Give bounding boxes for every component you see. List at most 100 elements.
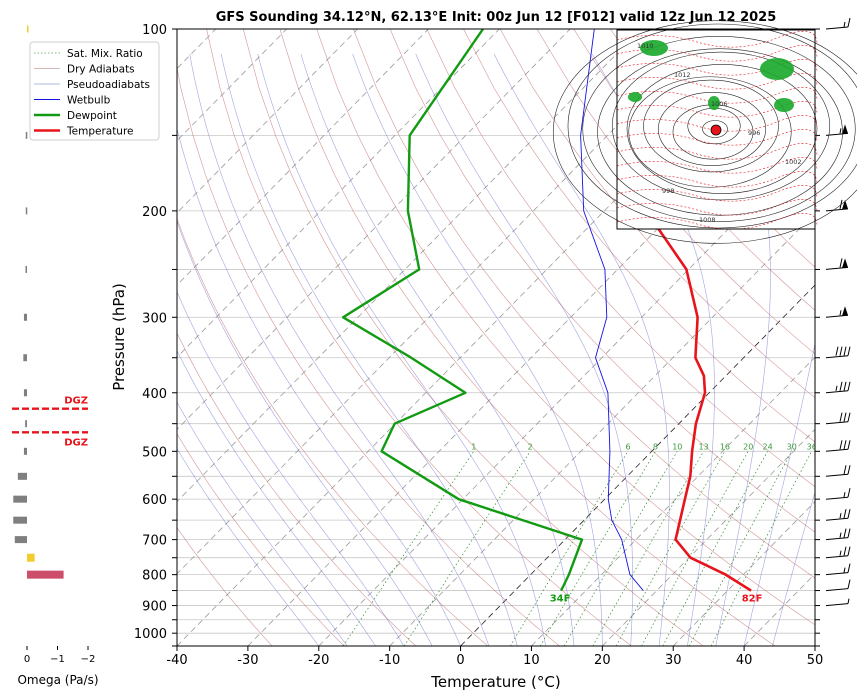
wind-barb-staff: [826, 538, 848, 540]
inset-location-marker: [711, 125, 721, 135]
wind-barb: [826, 564, 850, 575]
mixing-ratio-label: 10: [672, 442, 682, 451]
wind-barb-full: [836, 347, 838, 356]
wind-barb-full: [844, 382, 846, 391]
wind-barb: [826, 440, 850, 451]
wind-barb: [826, 306, 848, 317]
mixing-ratio-line: [711, 451, 812, 646]
wind-barb-staff: [826, 556, 848, 558]
wind-barb-full: [848, 440, 850, 449]
inset-isobar-label: 996: [748, 129, 760, 137]
mixing-ratio-label: 24: [763, 442, 773, 451]
wind-barb: [826, 18, 850, 29]
omega-bar: [24, 448, 27, 455]
inset-precip-area: [760, 58, 794, 80]
mixing-ratio-label: 2: [528, 442, 533, 451]
y-tick-label: 900: [142, 600, 167, 615]
wind-barb-staff: [826, 267, 848, 269]
x-tick-label: -10: [379, 653, 400, 668]
inset-isobar-label: 1012: [674, 71, 691, 79]
wind-barb-half: [840, 513, 841, 518]
wind-barb-full: [848, 547, 850, 556]
wind-barb-full: [840, 258, 842, 267]
x-tick-label: 0: [456, 653, 464, 668]
wind-barb: [826, 509, 850, 520]
wind-barb-full: [848, 564, 850, 573]
dry-adiabat: [133, 29, 488, 646]
wind-barb-staff: [826, 209, 848, 211]
omega-bar: [13, 496, 27, 503]
surface-dewpoint-label: 34F: [550, 594, 571, 605]
omega-tick-label: −2: [81, 654, 96, 665]
wind-barb-staff: [826, 604, 848, 606]
wind-barb-half: [844, 568, 845, 573]
mixing-ratio-line: [663, 451, 768, 646]
mixing-ratio-line: [616, 451, 725, 646]
wind-barb-full: [840, 382, 842, 391]
omega-bar: [24, 314, 27, 321]
wind-barb-staff: [826, 497, 848, 499]
wind-barb-full: [840, 413, 842, 422]
mixing-ratio-line: [564, 451, 677, 646]
x-tick-label: -20: [308, 653, 329, 668]
x-tick-label: 50: [807, 653, 824, 668]
omega-axis-label: Omega (Pa/s): [17, 673, 98, 687]
wind-barb-half: [848, 599, 849, 604]
x-tick-label: -40: [166, 653, 187, 668]
series-dewpoint: [343, 29, 582, 591]
inset-isobar-label: 1006: [711, 100, 728, 108]
legend-label: Wetbulb: [67, 95, 111, 107]
y-tick-label: 700: [142, 534, 167, 549]
mixing-ratio-label: 13: [699, 442, 709, 451]
inset-isobar-label: 1002: [785, 158, 802, 166]
y-tick-label: 500: [142, 445, 167, 460]
wind-barb-half: [840, 310, 841, 315]
mixing-ratio-label: 20: [743, 442, 753, 451]
wind-barb-full: [844, 465, 846, 474]
inset-precip-area: [628, 92, 642, 102]
moist-adiabat: [258, 54, 546, 646]
wind-barb-staff: [826, 391, 848, 393]
wind-barb-full: [848, 413, 850, 422]
x-axis-label: Temperature (°C): [430, 673, 560, 690]
wind-barb: [826, 488, 850, 499]
x-tick-label: -30: [237, 653, 258, 668]
x-tick-label: 10: [523, 653, 540, 668]
mixing-ratio-label: 8: [653, 442, 658, 451]
dry-adiabat: [831, 29, 857, 646]
inset-isobar-label: 1008: [699, 216, 716, 224]
mixing-ratio-line: [510, 451, 628, 646]
wind-barb-full: [848, 509, 850, 518]
isotherm-line: [815, 29, 857, 646]
wind-barb-staff: [826, 474, 848, 476]
mixing-ratio-label: 16: [720, 442, 730, 451]
wind-barb-full: [840, 440, 842, 449]
wind-barb: [826, 413, 850, 424]
wind-barb-full: [840, 347, 842, 356]
wind-barb-flag: [842, 306, 848, 316]
moist-adiabat: [353, 54, 603, 646]
y-tick-label: 100: [142, 23, 167, 38]
wind-barb-full: [844, 440, 846, 449]
omega-bar: [23, 354, 27, 361]
omega-bar: [18, 473, 27, 480]
omega-bar: [27, 554, 35, 562]
wind-barb-half: [844, 492, 845, 497]
mixing-ratio-label: 6: [625, 442, 630, 451]
y-axis-label: Pressure (hPa): [110, 283, 128, 391]
wind-barb: [826, 258, 848, 269]
omega-bar: [27, 571, 64, 579]
moist-adiabat: [58, 54, 319, 646]
moist-adiabat: [190, 54, 489, 646]
moist-adiabat: [221, 54, 517, 646]
wind-barb-half: [840, 533, 841, 538]
wind-barb-half: [844, 22, 845, 27]
wind-barb: [826, 529, 850, 540]
mixing-ratio-line: [343, 451, 474, 646]
omega-bar: [27, 26, 29, 33]
omega-bar: [25, 420, 27, 427]
legend-label: Pseudoadiabats: [67, 79, 150, 91]
wind-barb-flag: [842, 124, 848, 134]
wind-barb-half: [840, 551, 841, 556]
